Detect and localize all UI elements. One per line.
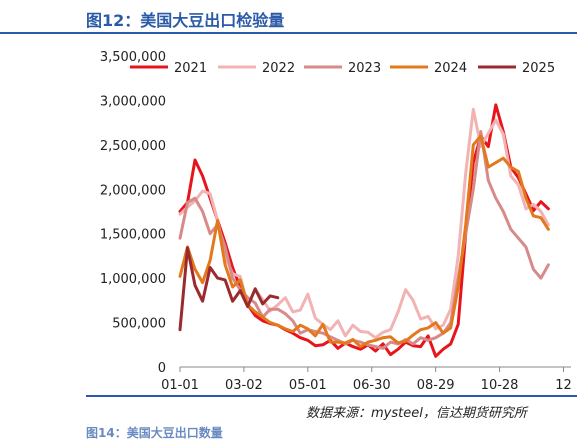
footer-rule <box>86 395 577 397</box>
x-tick-label: 03-02 <box>225 378 263 393</box>
x-tick-label: 08-29 <box>417 378 455 393</box>
legend-label-2025: 2025 <box>522 61 555 76</box>
legend-label-2023: 2023 <box>348 61 381 76</box>
next-figure-caption: 图14：美国大豆出口数量 <box>86 426 223 440</box>
y-tick-label: 3,500,000 <box>100 50 166 65</box>
series-line-2024 <box>178 134 550 349</box>
y-tick-label: 1,000,000 <box>100 272 166 287</box>
chart-area: 0 500,000 1,000,000 1,500,000 2,000,000 2,500… <box>100 50 572 393</box>
series-line-2022 <box>178 107 550 340</box>
y-tick-label: 2,500,000 <box>100 139 166 154</box>
x-tick-label: 01-01 <box>161 378 199 393</box>
x-tick-label: 12 <box>555 378 572 393</box>
y-tick-label: 1,500,000 <box>100 228 166 243</box>
x-tick-label: 06-30 <box>353 378 391 393</box>
y-tick-label: 3,000,000 <box>100 94 166 109</box>
legend-label-2022: 2022 <box>262 61 295 76</box>
y-tick-label: 500,000 <box>112 317 166 332</box>
y-tick-label: 0 <box>158 361 166 376</box>
legend-label-2024: 2024 <box>434 61 467 76</box>
figure-header: 图12：美国大豆出口检验量 <box>0 0 577 34</box>
source-note: 数据来源：mysteel，信达期货研究所 <box>306 406 527 421</box>
x-tick-label: 05-01 <box>289 378 327 393</box>
legend: 2021 2022 2023 2024 2025 <box>130 61 555 76</box>
chart-title: 图12：美国大豆出口检验量 <box>86 11 285 30</box>
series-line-2021 <box>178 103 550 358</box>
y-tick-label: 2,000,000 <box>100 183 166 198</box>
series-line-2025 <box>178 246 280 332</box>
x-tick-label: 10-28 <box>481 378 519 393</box>
legend-label-2021: 2021 <box>174 61 207 76</box>
axes: 0 500,000 1,000,000 1,500,000 2,000,000 2,500… <box>100 50 572 393</box>
series-lines <box>178 103 550 358</box>
